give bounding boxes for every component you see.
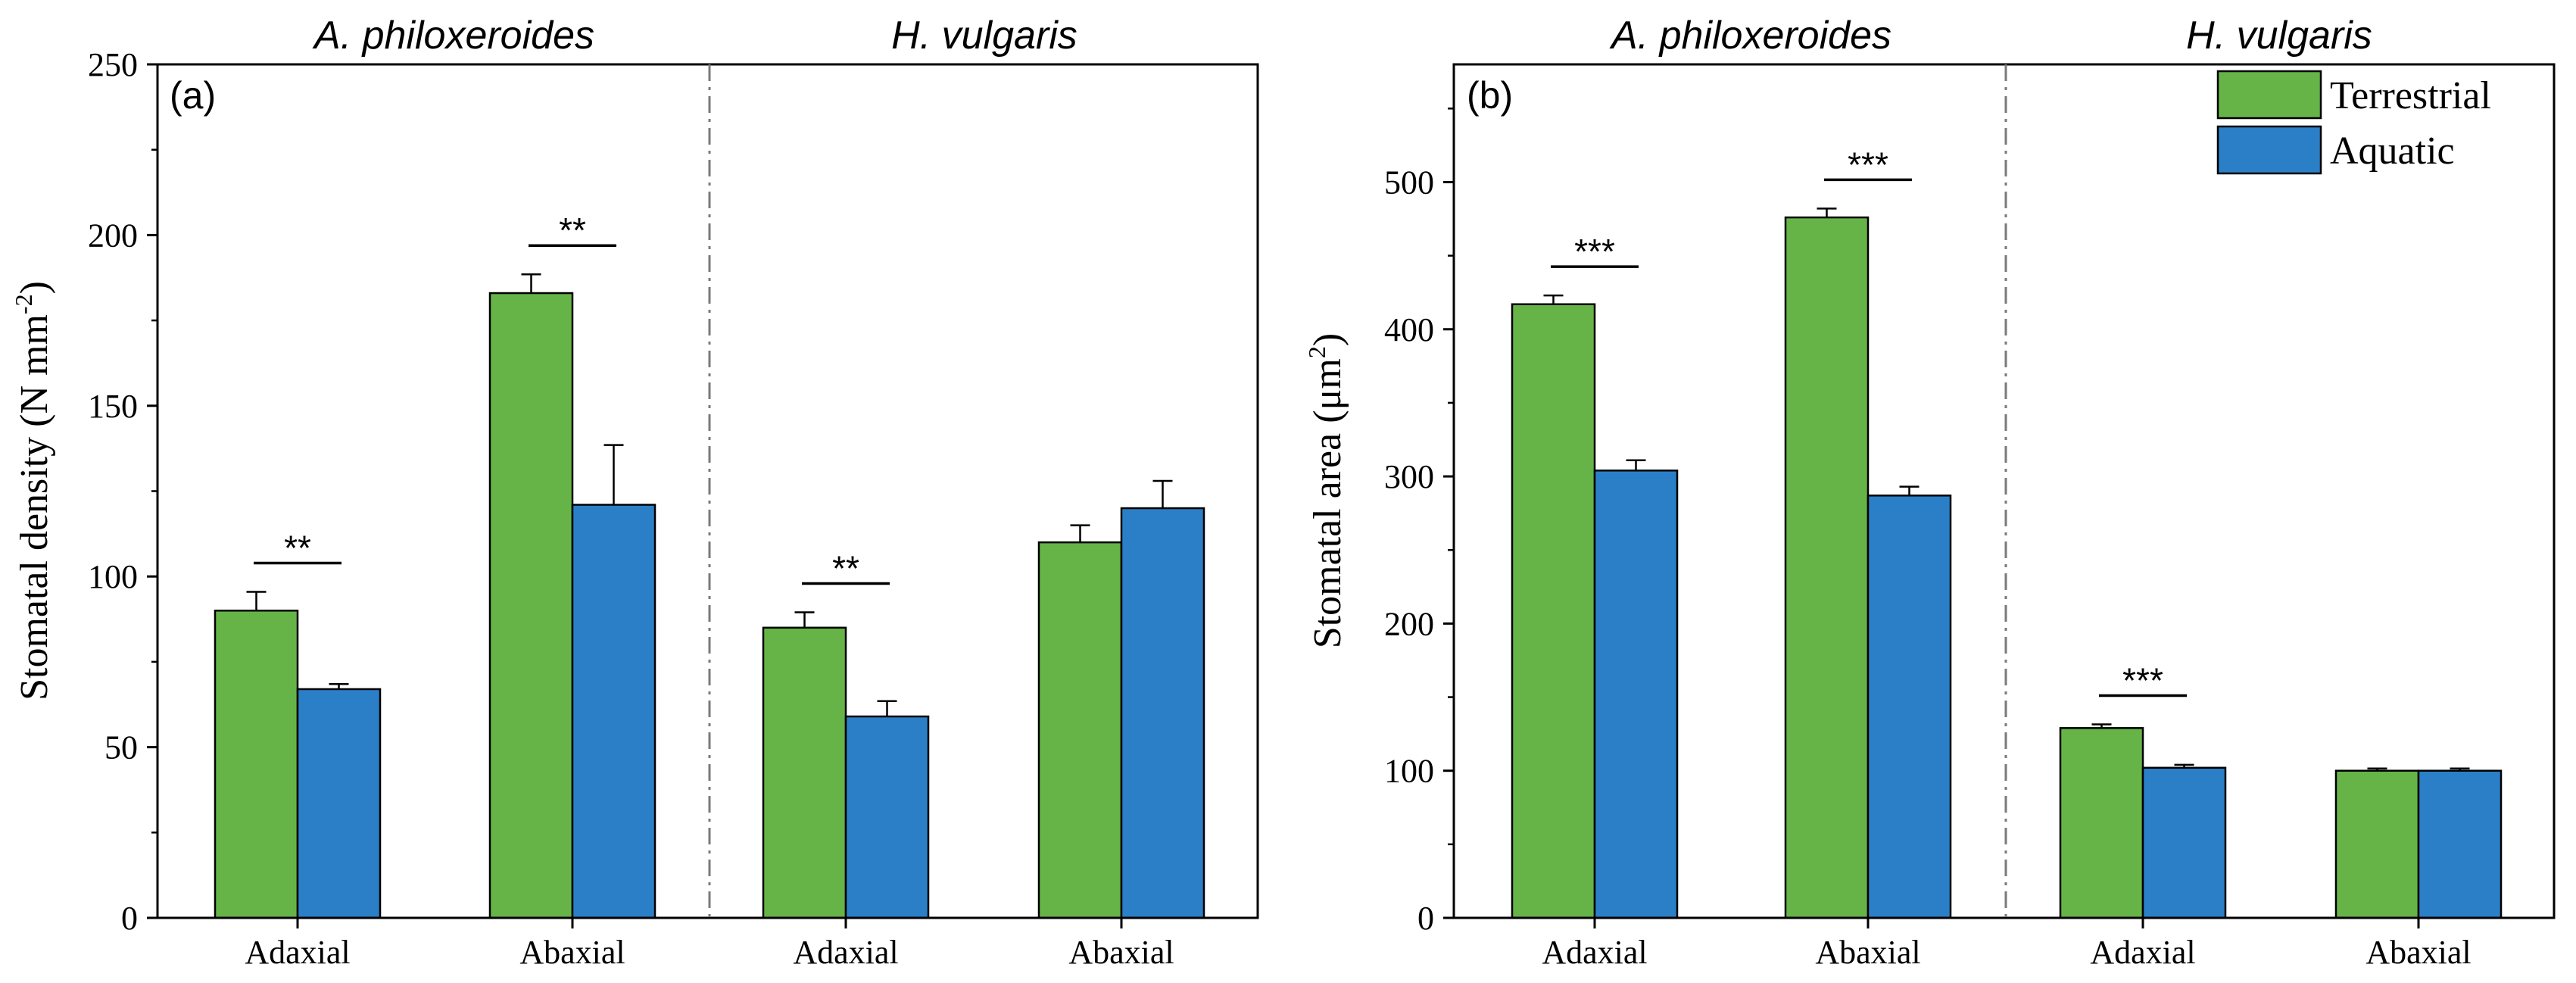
panel-b-group-1-title: A. philoxeroides bbox=[1609, 14, 1891, 58]
panel-a-bar-terrestrial-1 bbox=[214, 610, 299, 919]
panel-a-ytick-label: 250 bbox=[88, 46, 138, 83]
legend-label-aquatic: Aquatic bbox=[2330, 130, 2455, 173]
panel-b-xtick-label-2: Abaxial bbox=[1815, 934, 1920, 971]
panel-a-bar-terrestrial-3 bbox=[762, 626, 847, 919]
panel-b-ytick-label: 300 bbox=[1384, 458, 1434, 495]
panel-a-ytick-label: 0 bbox=[121, 900, 138, 937]
panel-b-bar-terrestrial-2 bbox=[1784, 216, 1870, 919]
panel-b-bar-terrestrial-3 bbox=[2059, 727, 2144, 919]
panel-b-ytick-label: 500 bbox=[1384, 164, 1434, 201]
panel-a-label: (a) bbox=[170, 74, 216, 117]
legend: Terrestrial Aquatic bbox=[2216, 70, 2491, 175]
panel-b-bars-aquatic bbox=[1593, 470, 2503, 919]
panel-b-ytick-label: 200 bbox=[1384, 605, 1434, 642]
legend-swatch-terrestrial bbox=[2216, 70, 2322, 120]
panel-b-ylabel-end: ) bbox=[1306, 333, 1349, 346]
panel-b-xtick-label-1: Adaxial bbox=[1542, 934, 1647, 971]
panel-b-error-bars bbox=[1543, 208, 2470, 771]
panel-a-xtick-label-3: Adaxial bbox=[793, 934, 898, 971]
panel-a-significance: ** ** ** bbox=[254, 211, 890, 588]
panel-b-y-axis-label: Stomatal area (μm2) bbox=[1303, 333, 1349, 648]
panel-b: *** *** *** 0 100 200 300 400 500 (b) A. philox… bbox=[1303, 14, 2556, 971]
panel-a-y-axis-label: Stomatal density (N mm-2) bbox=[10, 281, 56, 701]
panel-b-ylabel-sup: 2 bbox=[1303, 346, 1330, 358]
panel-b-significance-label-2: *** bbox=[1848, 145, 1888, 184]
panel-b-bar-aquatic-1 bbox=[1593, 470, 1679, 919]
panel-b-significance: *** *** *** bbox=[1551, 145, 2187, 700]
legend-label-terrestrial: Terrestrial bbox=[2330, 74, 2491, 117]
panel-b-significance-label-1: *** bbox=[1574, 232, 1615, 271]
panel-a-xtick-label-2: Abaxial bbox=[519, 934, 625, 971]
panel-b-bar-aquatic-3 bbox=[2141, 766, 2227, 919]
panel-a-ylabel-sup: -2 bbox=[10, 294, 37, 314]
panel-b-bar-terrestrial-1 bbox=[1511, 303, 1596, 919]
panel-a-error-bars bbox=[246, 273, 1173, 717]
panel-a-group-2-title: H. vulgaris bbox=[891, 14, 1077, 58]
panel-a-bar-terrestrial-4 bbox=[1037, 541, 1123, 919]
panel-b-group-2-title: H. vulgaris bbox=[2186, 14, 2372, 58]
panel-b-ytick-label: 0 bbox=[1417, 900, 1434, 937]
panel-b-yticks: 0 100 200 300 400 500 bbox=[1384, 108, 2420, 937]
panel-b-label: (b) bbox=[1467, 74, 1513, 117]
panel-b-bars-terrestrial bbox=[1511, 216, 2420, 919]
panel-a: ** ** ** 0 50 100 150 200 250 (a) A. philoxeroi… bbox=[10, 14, 1259, 971]
panel-a-bar-terrestrial-2 bbox=[488, 292, 574, 919]
panel-a-ytick-label: 50 bbox=[104, 729, 138, 766]
panel-a-bar-aquatic-3 bbox=[844, 715, 930, 919]
panel-b-xtick-label-4: Abaxial bbox=[2365, 934, 2471, 971]
panel-a-significance-label-1: ** bbox=[284, 528, 311, 567]
panel-a-bars-aquatic bbox=[296, 504, 1205, 919]
panel-b-bar-aquatic-2 bbox=[1867, 495, 1952, 919]
panel-a-ylabel-end: ) bbox=[13, 281, 56, 294]
panel-a-xtick-label-1: Adaxial bbox=[245, 934, 350, 971]
panel-a-ylabel-main: Stomatal density (N mm bbox=[13, 314, 56, 701]
panel-a-frame bbox=[156, 63, 1259, 919]
panel-b-significance-label-3: *** bbox=[2122, 660, 2163, 700]
panel-b-ytick-label: 100 bbox=[1384, 753, 1434, 790]
panel-b-ylabel-main: Stomatal area (μm bbox=[1306, 358, 1349, 648]
panel-b-ytick-label: 400 bbox=[1384, 311, 1434, 348]
panel-b-bar-aquatic-4 bbox=[2417, 769, 2503, 919]
panel-a-bar-aquatic-1 bbox=[296, 688, 382, 919]
panel-a-significance-label-3: ** bbox=[832, 549, 859, 588]
panel-a-bar-aquatic-2 bbox=[571, 504, 656, 919]
panel-a-significance-label-2: ** bbox=[559, 211, 586, 250]
panel-a-bar-aquatic-4 bbox=[1120, 507, 1205, 919]
panel-a-xtick-label-4: Abaxial bbox=[1068, 934, 1174, 971]
panel-a-ytick-label: 100 bbox=[88, 558, 138, 595]
panel-b-xtick-label-3: Adaxial bbox=[2090, 934, 2195, 971]
panel-a-ytick-label: 150 bbox=[88, 388, 138, 425]
panel-a-ytick-label: 200 bbox=[88, 217, 138, 254]
panel-a-group-1-title: A. philoxeroides bbox=[312, 14, 594, 58]
panel-b-frame bbox=[1452, 63, 2556, 919]
panel-b-bar-terrestrial-4 bbox=[2334, 769, 2420, 919]
legend-swatch-aquatic bbox=[2216, 125, 2322, 175]
panel-a-yticks: 0 50 100 150 200 250 bbox=[88, 46, 1123, 937]
